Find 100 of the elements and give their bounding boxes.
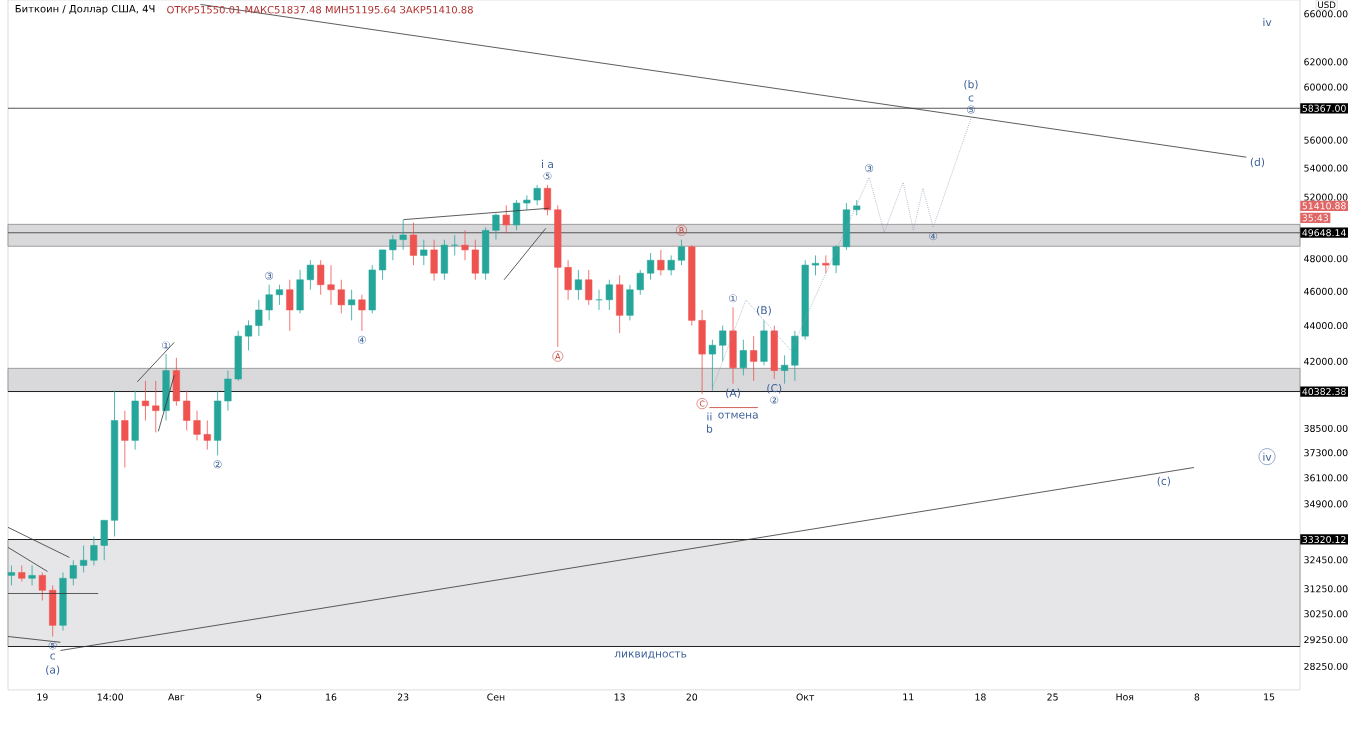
y-tick-label: 54000.00 <box>1304 164 1348 172</box>
candlestick <box>18 565 26 582</box>
annotation: ii <box>707 412 712 421</box>
ref-line-label: 58367.00 <box>1302 104 1346 112</box>
candlestick <box>523 194 531 211</box>
x-tick-label: 14:00 <box>97 693 124 701</box>
y-tick-label: 29250.00 <box>1304 636 1348 644</box>
y-tick-label: 46000.00 <box>1304 287 1348 295</box>
annotation: ④ <box>929 232 938 241</box>
candlestick <box>234 330 242 382</box>
y-tick-label: 30250.00 <box>1304 610 1348 618</box>
candlestick <box>286 279 294 332</box>
candlestick <box>811 255 820 276</box>
candlestick <box>616 274 624 334</box>
y-tick-label: 48000.00 <box>1304 255 1348 263</box>
candlestick <box>739 339 747 376</box>
annotation: (b) <box>964 80 978 90</box>
candlestick <box>183 390 191 431</box>
candlestick <box>647 252 655 281</box>
annotation: ② <box>770 395 779 404</box>
candlestick <box>574 269 582 301</box>
y-tick-label: 36100.00 <box>1304 474 1348 482</box>
y-tick-label: 56000.00 <box>1304 136 1348 144</box>
text: 51410.88 <box>1302 202 1346 210</box>
candlestick <box>420 239 428 266</box>
ref-line-label: 40382.38 <box>1302 388 1346 396</box>
candlestick <box>471 239 479 281</box>
candlestick <box>378 249 387 281</box>
y-tick-label: 42000.00 <box>1304 357 1348 365</box>
candlestick <box>688 244 696 326</box>
annotation: (a) <box>46 665 60 675</box>
candlestick <box>533 184 541 206</box>
text: 35:43 <box>1302 214 1328 222</box>
x-tick-label: Сен <box>487 693 505 701</box>
candlestick <box>28 565 36 586</box>
annotation: B <box>679 227 684 234</box>
candlestick <box>770 325 778 380</box>
x-tick-label: 15 <box>1264 693 1275 701</box>
candlestick <box>677 239 686 266</box>
candlestick <box>49 584 57 637</box>
candlestick <box>440 239 448 281</box>
x-tick-label: 18 <box>975 693 986 701</box>
annotation: ① <box>729 294 738 303</box>
annotation: A <box>555 353 561 360</box>
candlestick <box>368 264 376 314</box>
candlestick <box>781 354 789 385</box>
y-tick-label: 60000.00 <box>1304 83 1348 91</box>
annotation: (d) <box>1250 157 1265 168</box>
candlestick <box>399 219 407 251</box>
candlestick <box>842 202 850 251</box>
candlestick <box>482 226 490 281</box>
x-tick-label: 19 <box>37 693 48 701</box>
annotation: b <box>706 424 713 433</box>
x-tick-label: Ноя <box>1116 693 1134 701</box>
annotation: ③ <box>865 164 874 173</box>
candlestick <box>461 229 469 261</box>
candlestick <box>203 420 211 451</box>
x-tick-label: 16 <box>326 693 337 701</box>
candlestick <box>554 204 562 348</box>
candlestick <box>152 380 160 433</box>
y-tick-label: 66000.00 <box>1304 10 1348 18</box>
annotation: i a <box>542 159 553 169</box>
candlestick <box>719 325 727 362</box>
candlestick <box>348 289 356 321</box>
annotation: c <box>50 653 55 660</box>
annotation: ⑤ <box>543 172 552 181</box>
candlestick <box>337 279 345 314</box>
candlestick <box>69 559 77 586</box>
chart-title: Биткоин / Доллар США, 4Ч <box>15 4 155 15</box>
candlestick <box>502 204 510 234</box>
x-tick-label: Авг <box>168 693 185 701</box>
ref-line-label: 49648.14 <box>1302 229 1346 237</box>
candlestick <box>657 249 665 276</box>
annotation: (c) <box>1157 476 1171 487</box>
y-axis-title: USD <box>1318 1 1336 9</box>
candlestick <box>667 255 675 276</box>
x-tick-label: Окт <box>796 693 815 701</box>
candlestick <box>100 519 108 561</box>
candlestick <box>750 335 758 382</box>
y-tick-label: 44000.00 <box>1304 322 1348 330</box>
y-tick-label: 32450.00 <box>1304 556 1348 564</box>
candlestick <box>7 565 16 586</box>
chart-subtitle: ОТКР51550.01 МАКС51837.48 МИН51195.64 ЗАКР51410.88 <box>167 5 473 14</box>
candlestick <box>389 234 397 261</box>
candlestick <box>801 259 809 341</box>
x-tick-label: 20 <box>686 693 698 701</box>
x-tick-label: 11 <box>903 693 914 701</box>
candlestick <box>141 380 150 421</box>
candlestick <box>605 279 613 311</box>
candlestick <box>636 269 644 296</box>
candlestick <box>585 269 593 306</box>
y-tick-label: 31250.00 <box>1304 585 1348 593</box>
x-tick-label: 13 <box>614 693 625 701</box>
annotation: ликвидность <box>614 651 687 659</box>
candlestick <box>38 572 46 601</box>
annotation: c <box>968 95 974 102</box>
candlestick <box>317 259 325 296</box>
annotation: ② <box>213 460 222 469</box>
candlestick <box>214 390 222 456</box>
candlestick <box>853 199 861 216</box>
